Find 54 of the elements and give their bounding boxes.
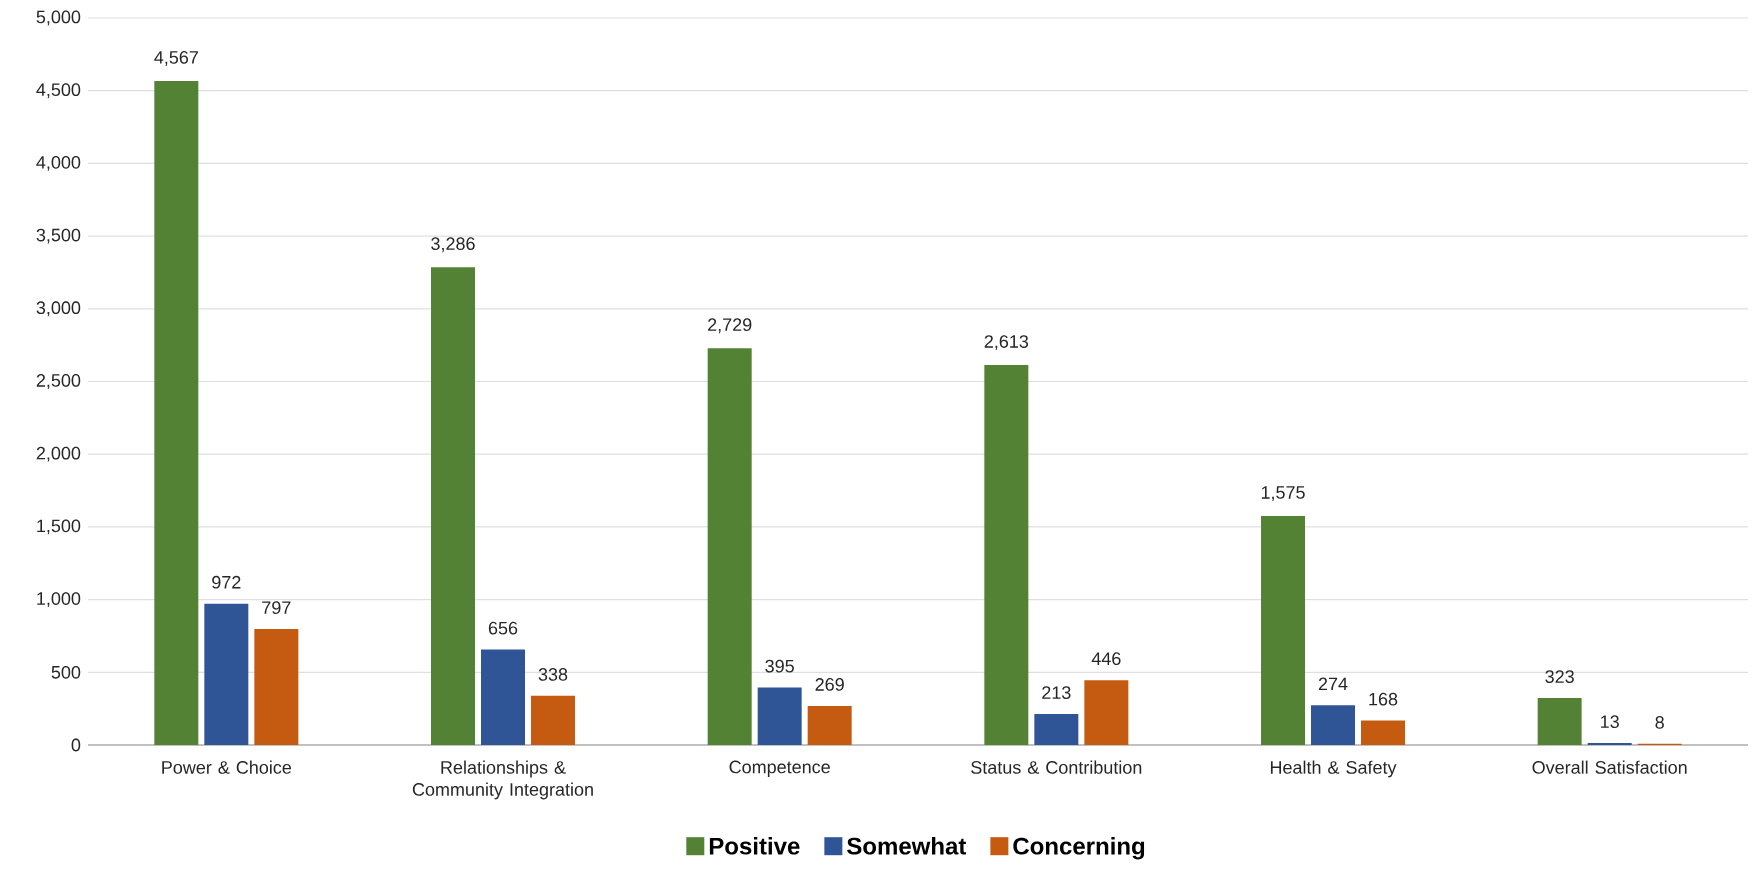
legend-label: Positive <box>709 837 800 855</box>
data-label: 13 <box>1601 715 1619 729</box>
data-label: 269 <box>815 678 844 691</box>
x-tick-label: Health & Safety <box>1270 760 1397 778</box>
bar <box>531 695 576 745</box>
bar <box>1261 516 1306 745</box>
x-tick-label: Overall Satisfaction <box>1532 760 1687 774</box>
bar <box>1361 720 1406 745</box>
y-tick-label: 3,000 <box>36 301 81 317</box>
bar <box>431 267 476 745</box>
x-tick-label: Competence <box>729 760 830 777</box>
bar <box>254 629 299 745</box>
bar <box>481 649 526 745</box>
data-label: 213 <box>1042 686 1071 699</box>
y-tick-label: 0 <box>71 738 81 752</box>
data-label: 972 <box>212 575 241 589</box>
x-tick-label: Power & Choice <box>162 760 292 774</box>
data-label: 2,613 <box>984 335 1029 350</box>
bar <box>204 603 249 745</box>
data-label: 4,567 <box>154 51 198 66</box>
y-tick-label: 2,500 <box>36 374 81 389</box>
x-tick-label: Relationships & Community Integration <box>412 760 593 800</box>
bar <box>154 80 199 745</box>
data-label: 8 <box>1655 716 1664 729</box>
bar <box>1311 705 1356 745</box>
data-label: 323 <box>1545 670 1574 683</box>
data-label: 338 <box>538 668 568 681</box>
legend-label: Concerning <box>1013 837 1145 860</box>
y-tick-label: 4,000 <box>36 155 81 171</box>
bar <box>807 705 852 745</box>
data-label: 2,729 <box>708 318 752 334</box>
y-tick-label: 4,500 <box>36 83 81 99</box>
y-tick-label: 1,500 <box>37 519 81 535</box>
data-label: 797 <box>262 601 291 615</box>
bar <box>707 348 752 745</box>
x-tick-label: Status & Contribution <box>971 760 1142 774</box>
bar <box>1034 714 1079 745</box>
data-label: 395 <box>765 659 794 673</box>
data-label: 274 <box>1318 677 1348 691</box>
bar <box>1084 680 1129 745</box>
data-label: 446 <box>1091 652 1121 666</box>
y-tick-label: 500 <box>51 665 81 679</box>
data-label: 1,575 <box>1261 486 1305 501</box>
bar <box>757 687 802 745</box>
data-label: 168 <box>1369 692 1398 706</box>
y-tick-label: 3,500 <box>36 228 81 244</box>
y-tick-label: 1,000 <box>37 592 81 608</box>
y-tick-label: 2,000 <box>36 446 81 462</box>
legend-label: Somewhat <box>847 837 967 855</box>
y-tick-label: 5,000 <box>36 10 81 26</box>
data-label: 656 <box>488 621 518 635</box>
data-label: 3,286 <box>431 237 475 253</box>
bar <box>984 365 1029 745</box>
bar <box>1537 698 1582 745</box>
